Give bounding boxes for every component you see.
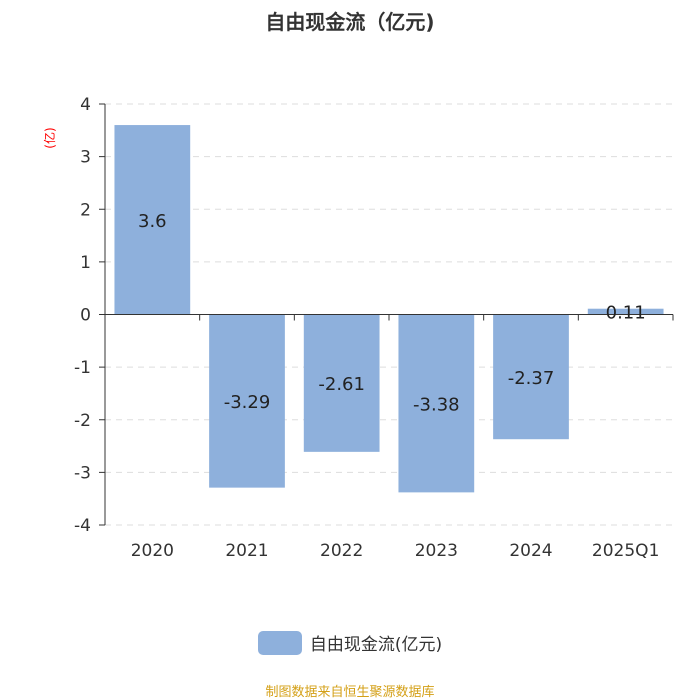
y-tick-label: -2: [74, 411, 91, 431]
bar: [398, 314, 475, 493]
data-label: 0.11: [606, 303, 646, 324]
chart-title: 自由现金流（亿元): [265, 10, 435, 34]
bar: [493, 314, 569, 440]
y-tick-label: -3: [74, 463, 91, 483]
y-tick-label: -4: [74, 516, 91, 536]
x-tick-label: 2020: [131, 541, 174, 561]
y-tick-label: 0: [80, 306, 91, 326]
legend-swatch: [257, 630, 302, 655]
bar: [587, 308, 664, 315]
data-label: 3.6: [138, 211, 167, 232]
data-label: -3.38: [413, 394, 460, 415]
bar: [303, 314, 380, 452]
x-tick-label: 2025Q1: [592, 541, 659, 561]
y-tick-label: 3: [80, 148, 91, 168]
legend[interactable]: 自由现金流(亿元): [0, 630, 700, 655]
bar: [209, 314, 285, 488]
y-tick-label: -1: [74, 358, 91, 378]
y-tick-label: 1: [80, 253, 91, 273]
data-label: -2.37: [508, 368, 555, 389]
x-tick-label: 2022: [320, 541, 363, 561]
data-label: -2.61: [318, 374, 365, 395]
y-axis-label: (亿): [42, 127, 57, 148]
y-tick-label: 4: [80, 95, 91, 115]
legend-label: 自由现金流(亿元): [309, 635, 443, 655]
x-tick-label: 2021: [225, 541, 268, 561]
data-label: -3.29: [224, 392, 271, 413]
y-tick-label: 2: [80, 200, 91, 220]
x-tick-label: 2024: [509, 541, 552, 561]
source-note: 制图数据来自恒生聚源数据库: [265, 685, 435, 700]
x-tick-label: 2023: [415, 541, 458, 561]
bar: [114, 125, 191, 315]
